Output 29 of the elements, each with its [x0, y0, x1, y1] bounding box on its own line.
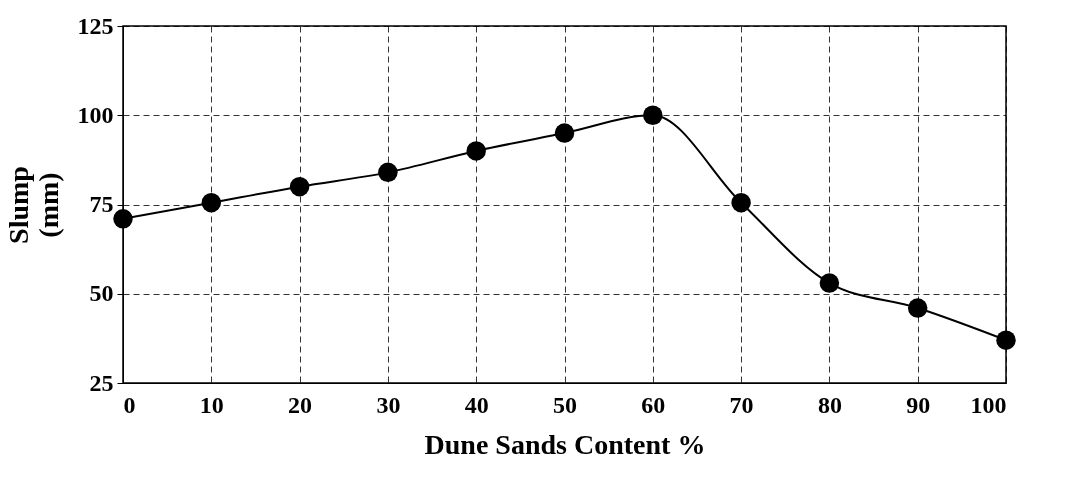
point: [113, 209, 133, 229]
x-axis-title: Dune Sands Content %: [424, 428, 706, 460]
y-tick-label: 125: [77, 12, 114, 39]
y-tick-label: 75: [89, 191, 114, 217]
point: [201, 192, 222, 213]
x-tick-label: 40: [464, 391, 489, 418]
x-tick-label: 60: [641, 391, 666, 418]
point: [819, 273, 840, 293]
x-tick-label: 80: [817, 391, 842, 418]
x-tick-label: 90: [906, 391, 931, 418]
point: [643, 105, 663, 125]
x-tick-label: 30: [376, 391, 401, 418]
y-tick-label: 50: [89, 280, 114, 307]
x-tick-label: 50: [553, 391, 577, 418]
point: [731, 192, 751, 213]
point: [907, 298, 928, 318]
point: [289, 176, 310, 197]
y-tick-label: 100: [77, 101, 114, 128]
y-tick-label: 25: [89, 369, 114, 396]
x-tick-label: 100: [970, 391, 1007, 418]
x-tick-label: 0: [123, 391, 136, 418]
x-tick-label: 10: [199, 391, 224, 418]
point: [378, 162, 398, 183]
point: [466, 141, 486, 161]
point: [554, 123, 575, 143]
x-tick-label: 20: [288, 391, 313, 418]
point: [996, 330, 1016, 350]
y-axis-title: Slump (mm): [2, 166, 64, 244]
x-tick-label: 70: [729, 391, 754, 418]
